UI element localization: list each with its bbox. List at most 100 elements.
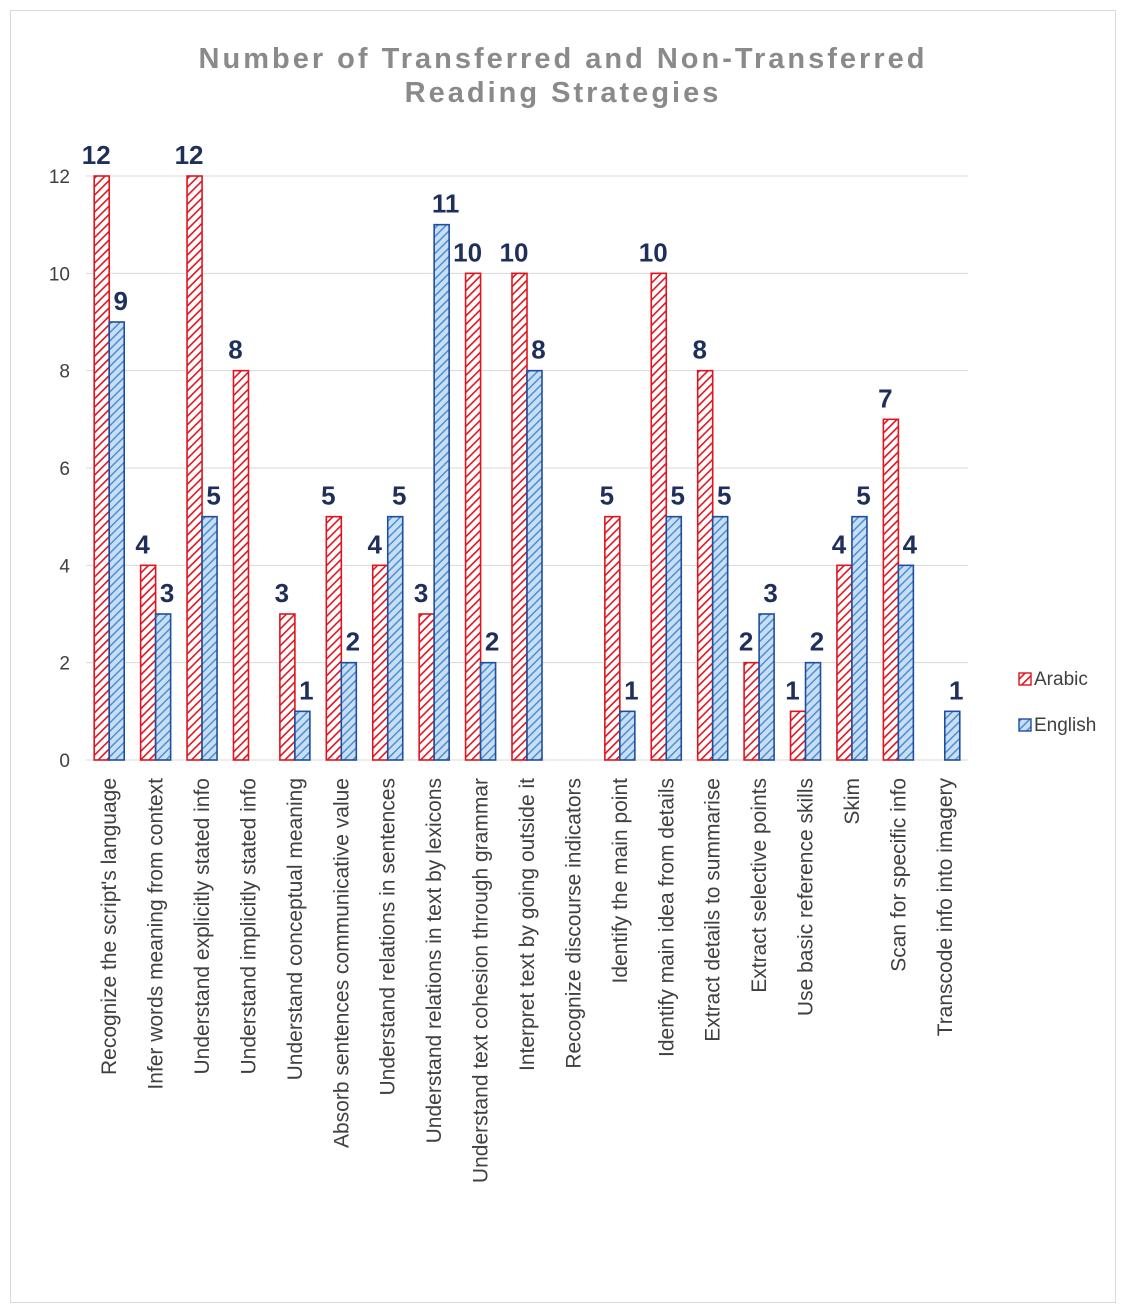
bar-english (758, 613, 775, 761)
data-label-english: 3 (763, 578, 777, 608)
data-label-arabic: 7 (878, 383, 892, 413)
data-label-english: 1 (299, 675, 313, 705)
data-label-english: 5 (671, 481, 685, 511)
bar-arabic (279, 613, 296, 761)
y-axis-ticks: 0 2 4 6 8 10 12 (49, 167, 71, 772)
data-label-english: 1 (949, 675, 963, 705)
bar-english (340, 661, 358, 761)
data-label-arabic: 5 (600, 481, 614, 511)
data-label-english: 11 (432, 189, 460, 219)
x-tick-label: Understand relations in sentences (377, 778, 400, 1096)
data-label-arabic: 5 (321, 481, 335, 511)
x-tick-label: Understand explicitly stated info (191, 778, 214, 1075)
data-label-english: 2 (810, 627, 824, 657)
bar-english (201, 515, 218, 761)
chart-title-line-2: Reading Strategies (405, 77, 722, 109)
bar-arabic (418, 613, 435, 761)
bar-arabic (186, 175, 203, 761)
bar-english (479, 661, 497, 761)
y-tick-label: 8 (59, 362, 70, 383)
data-label-english: 3 (160, 578, 174, 608)
bar-arabic (93, 175, 111, 761)
x-tick-label: Identify the main point (609, 778, 632, 984)
y-tick-label: 12 (49, 167, 70, 188)
bar-arabic (371, 564, 389, 761)
data-label-arabic: 12 (82, 140, 111, 170)
x-tick-label: Recognize discourse indicators (562, 778, 585, 1069)
data-label-arabic: 8 (228, 335, 242, 365)
bar-english (154, 613, 172, 761)
bar-english (943, 710, 961, 761)
x-tick-label: Understand text cohesion through grammar (470, 778, 493, 1183)
bar-arabic (232, 369, 250, 761)
bar-arabic (743, 661, 760, 761)
bar-arabic (325, 515, 343, 761)
bar-english (619, 710, 636, 761)
x-tick-label: Extract selective points (748, 778, 771, 993)
x-tick-label: Extract details to summarise (702, 778, 725, 1042)
bar-arabic (511, 272, 528, 761)
bar-arabic (650, 272, 668, 761)
legend-swatch (1018, 672, 1032, 686)
bar-arabic (789, 710, 807, 761)
x-tick-label: Recognize the script's language (98, 778, 121, 1075)
y-tick-label: 6 (59, 459, 70, 480)
x-tick-label: Understand conceptual meaning (284, 778, 307, 1080)
data-label-arabic: 4 (135, 529, 150, 559)
y-tick-label: 0 (59, 751, 70, 772)
bar-arabic (696, 369, 714, 761)
bar-english (386, 515, 404, 761)
data-label-arabic: 12 (175, 140, 204, 170)
bar-arabic (604, 515, 621, 761)
x-tick-label: Understand relations in text by lexicons (423, 778, 446, 1143)
x-tick-label: Skim (841, 778, 864, 825)
legend-item-arabic: Arabic (1018, 669, 1088, 690)
data-label-arabic: 4 (368, 529, 383, 559)
y-tick-label: 4 (59, 556, 70, 577)
x-tick-label: Identify main idea from details (655, 778, 678, 1057)
data-label-arabic: 8 (692, 335, 706, 365)
data-label-arabic: 10 (500, 237, 529, 267)
bar-english (526, 369, 543, 761)
x-tick-label: Interpret text by going outside it (516, 778, 539, 1071)
bar-english (711, 515, 729, 761)
bar-english (665, 515, 683, 761)
y-tick-label: 2 (59, 654, 70, 675)
bar-english (433, 223, 450, 761)
x-tick-label: Infer words meaning from context (145, 778, 168, 1090)
bar-english (108, 321, 126, 761)
data-label-arabic: 10 (639, 237, 668, 267)
data-label-english: 5 (856, 481, 870, 511)
legend-swatch (1018, 718, 1032, 732)
legend-label: English (1034, 715, 1096, 736)
data-label-english: 8 (531, 335, 545, 365)
data-label-english: 4 (903, 529, 918, 559)
x-tick-label: Use basic reference skills (795, 778, 818, 1016)
data-label-arabic: 1 (785, 675, 799, 705)
data-label-arabic: 2 (739, 627, 753, 657)
x-tick-label: Absorb sentences communicative value (330, 778, 353, 1148)
data-label-english: 2 (485, 627, 499, 657)
data-label-arabic: 10 (453, 237, 482, 267)
legend-label: Arabic (1034, 669, 1088, 690)
bar-arabic (139, 564, 157, 761)
bar-arabic (882, 418, 900, 761)
data-label-arabic: 3 (275, 578, 289, 608)
bars (93, 175, 961, 761)
bar-english (897, 564, 915, 761)
chart-title: Number of Transferred and Non-Transferre… (199, 43, 925, 109)
x-tick-label: Transcode info into imagery (934, 778, 957, 1037)
data-label-english: 9 (113, 286, 127, 316)
bar-arabic (464, 272, 482, 761)
data-label-english: 1 (624, 675, 638, 705)
y-tick-label: 10 (49, 264, 70, 285)
bar-arabic (836, 564, 853, 761)
bar-english (804, 661, 822, 761)
data-label-english: 5 (206, 481, 220, 511)
bar-english (294, 710, 311, 761)
data-label-english: 2 (346, 627, 360, 657)
data-label-english: 5 (717, 481, 731, 511)
x-tick-label: Understand implicitly stated info (237, 778, 260, 1074)
